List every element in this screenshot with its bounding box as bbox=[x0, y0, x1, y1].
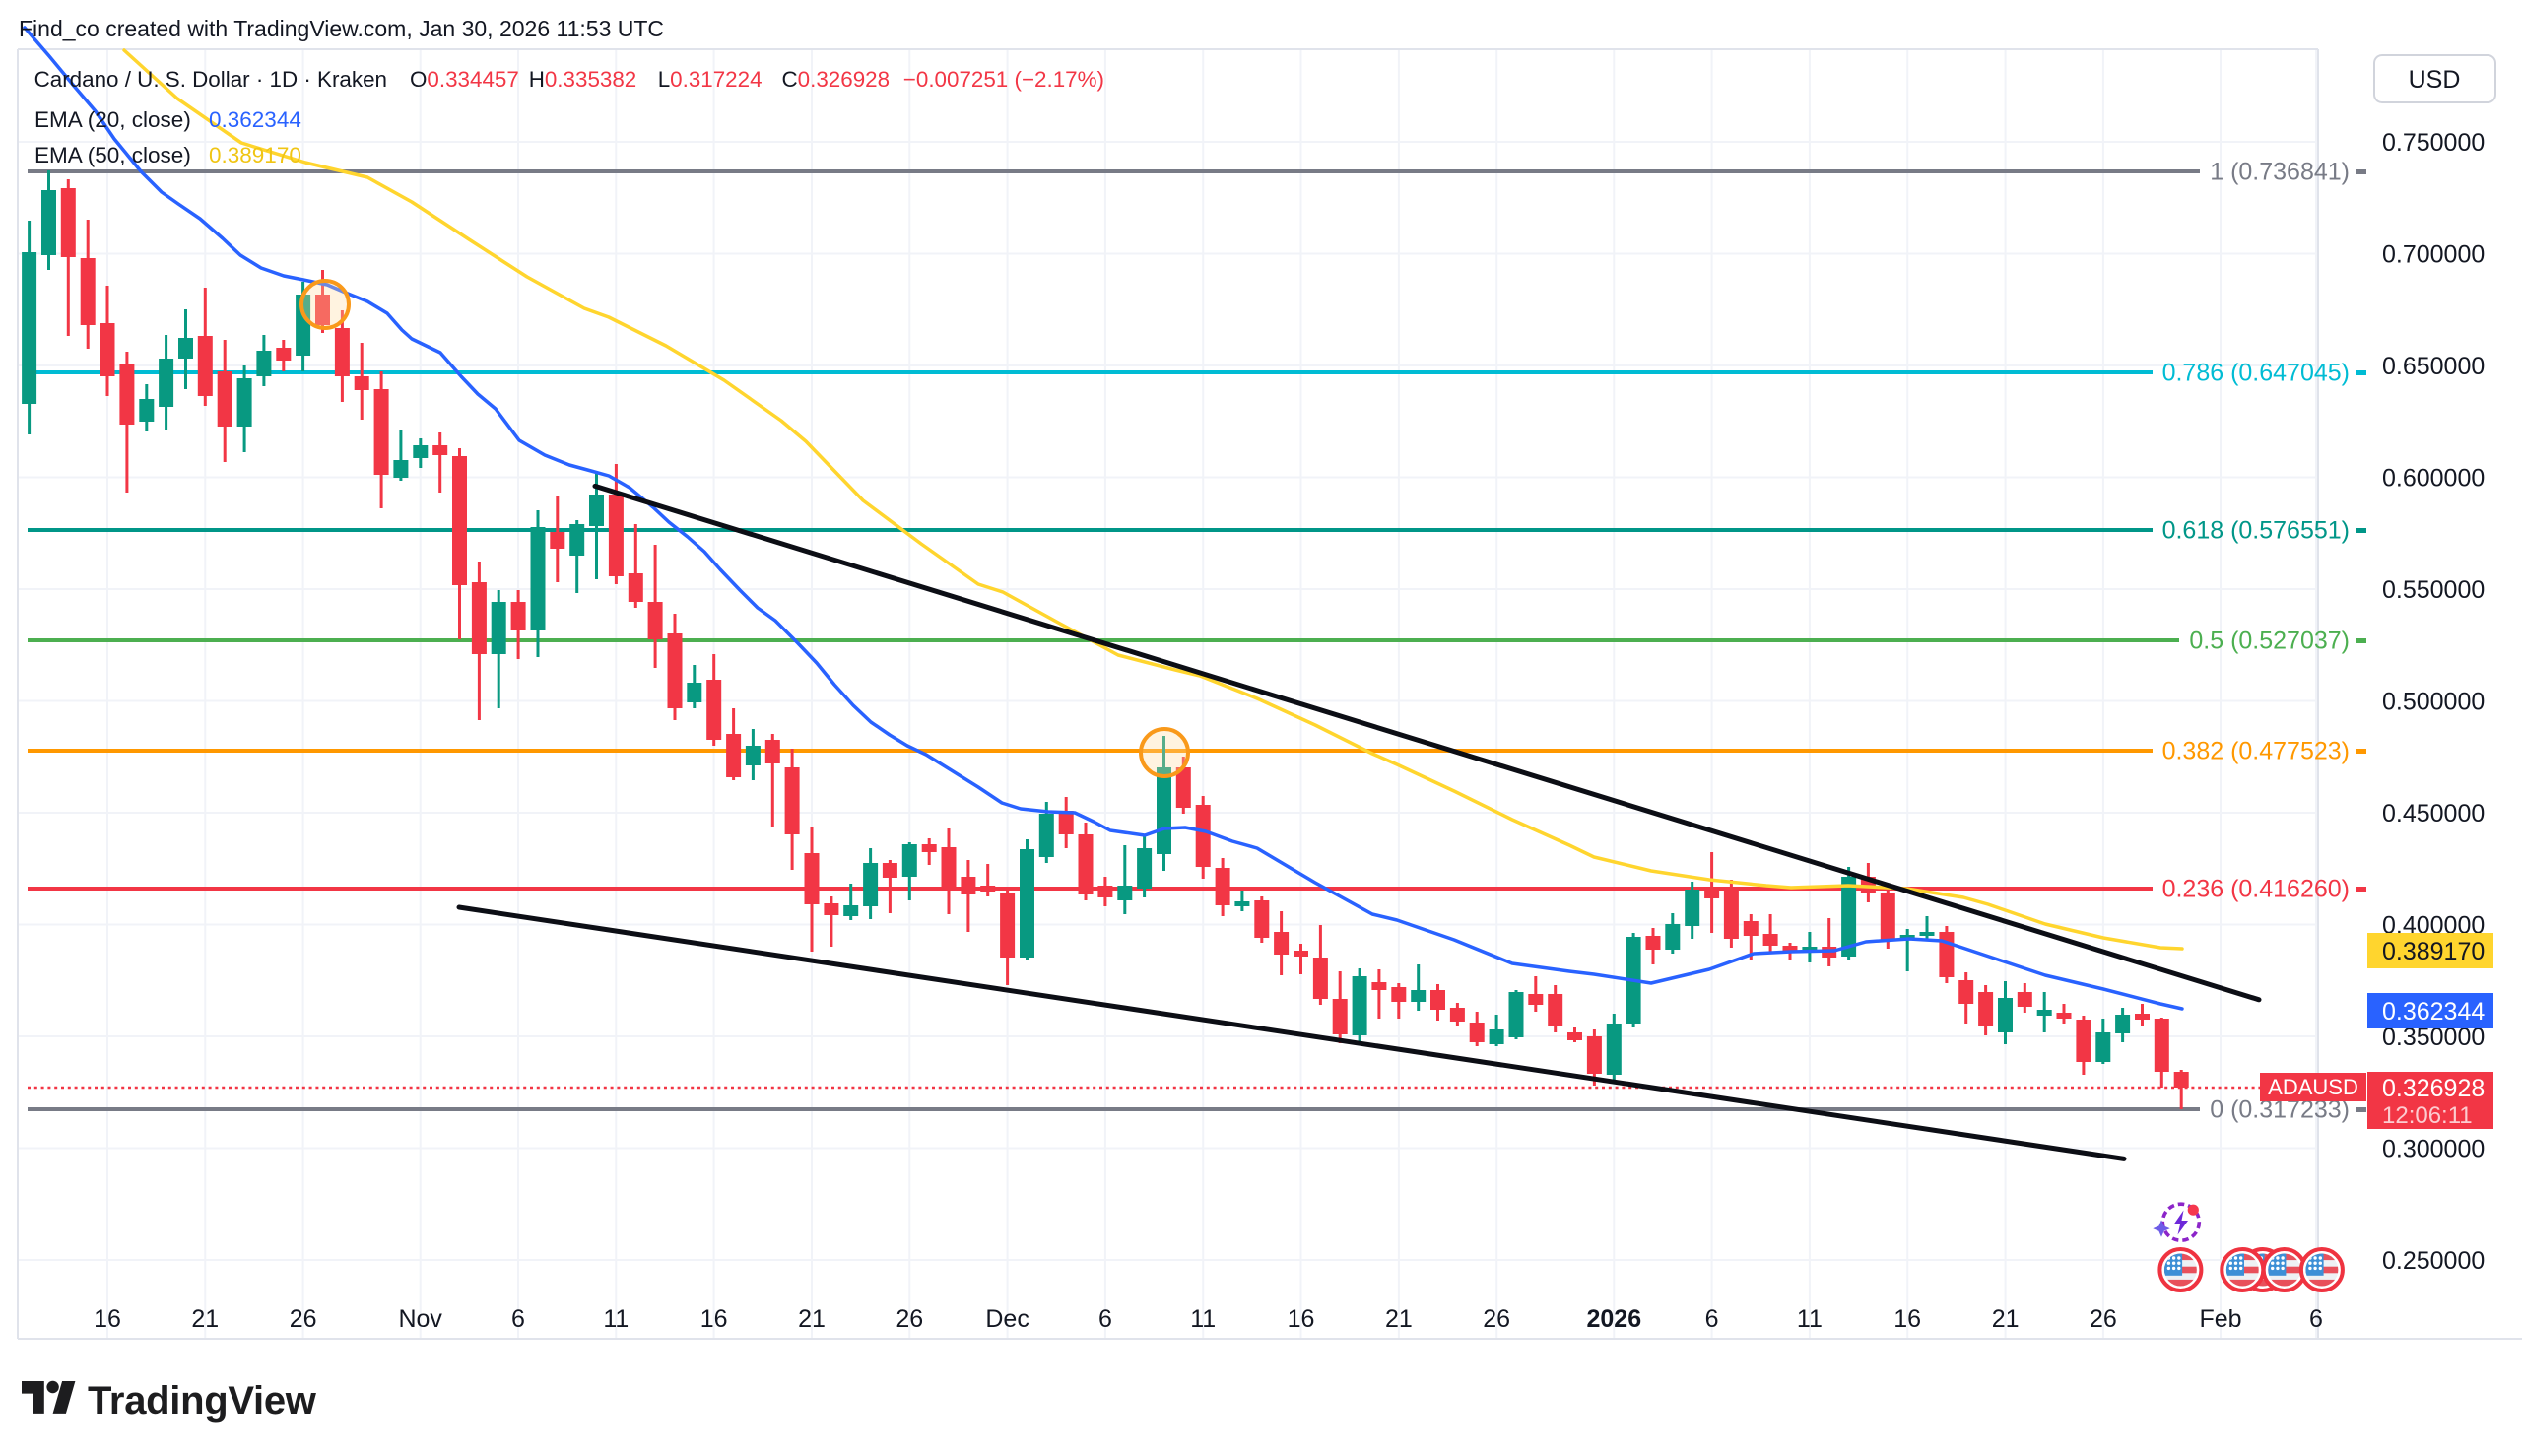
svg-text:16: 16 bbox=[1288, 1305, 1315, 1333]
svg-text:Feb: Feb bbox=[2199, 1305, 2241, 1333]
svg-text:26: 26 bbox=[896, 1305, 923, 1333]
svg-text:6: 6 bbox=[1705, 1305, 1719, 1333]
svg-text:0.550000: 0.550000 bbox=[2382, 576, 2485, 604]
svg-text:0.700000: 0.700000 bbox=[2382, 241, 2485, 269]
svg-text:0.450000: 0.450000 bbox=[2382, 800, 2485, 827]
svg-text:6: 6 bbox=[2309, 1305, 2323, 1333]
svg-text:USD: USD bbox=[2409, 66, 2461, 94]
svg-text:6: 6 bbox=[1098, 1305, 1112, 1333]
svg-text:16: 16 bbox=[1893, 1305, 1921, 1333]
svg-text:0.362344: 0.362344 bbox=[2382, 998, 2485, 1026]
svg-text:Nov: Nov bbox=[398, 1305, 442, 1333]
svg-text:2026: 2026 bbox=[1586, 1305, 1641, 1333]
svg-text:11: 11 bbox=[603, 1305, 629, 1333]
svg-text:0.600000: 0.600000 bbox=[2382, 465, 2485, 493]
svg-text:26: 26 bbox=[2090, 1305, 2117, 1333]
svg-text:0.326928: 0.326928 bbox=[2382, 1075, 2485, 1102]
svg-text:TradingView: TradingView bbox=[88, 1379, 317, 1423]
svg-text:Dec: Dec bbox=[985, 1305, 1029, 1333]
svg-text:11: 11 bbox=[1190, 1305, 1216, 1333]
svg-text:0.5 (0.527037): 0.5 (0.527037) bbox=[2189, 628, 2350, 655]
svg-text:0.618 (0.576551): 0.618 (0.576551) bbox=[2162, 517, 2350, 545]
svg-text:0.750000: 0.750000 bbox=[2382, 129, 2485, 157]
svg-text:0.786 (0.647045): 0.786 (0.647045) bbox=[2162, 360, 2350, 387]
svg-text:21: 21 bbox=[191, 1305, 219, 1333]
svg-text:0.236 (0.416260): 0.236 (0.416260) bbox=[2162, 876, 2350, 903]
svg-text:0.250000: 0.250000 bbox=[2382, 1247, 2485, 1275]
svg-text:EMA (20, close)0.362344: EMA (20, close) 0.362344 bbox=[34, 107, 301, 132]
svg-text:0.382 (0.477523): 0.382 (0.477523) bbox=[2162, 738, 2350, 765]
svg-text:12:06:11: 12:06:11 bbox=[2382, 1102, 2473, 1129]
svg-text:21: 21 bbox=[798, 1305, 826, 1333]
svg-text:1 (0.736841): 1 (0.736841) bbox=[2210, 159, 2350, 186]
svg-text:16: 16 bbox=[700, 1305, 728, 1333]
svg-text:11: 11 bbox=[1797, 1305, 1823, 1333]
svg-text:Find_co created with TradingVi: Find_co created with TradingView.com, Ja… bbox=[19, 16, 664, 41]
svg-text:EMA (50, close)0.389170: EMA (50, close) 0.389170 bbox=[34, 143, 301, 167]
svg-text:0.389170: 0.389170 bbox=[2382, 938, 2485, 965]
svg-text:0.650000: 0.650000 bbox=[2382, 353, 2485, 380]
svg-text:26: 26 bbox=[1483, 1305, 1510, 1333]
svg-text:0.300000: 0.300000 bbox=[2382, 1136, 2485, 1163]
svg-text:16: 16 bbox=[94, 1305, 121, 1333]
svg-text:6: 6 bbox=[511, 1305, 525, 1333]
svg-text:Cardano / U. S. Dollar · 1D ·: Cardano / U. S. Dollar · 1D · Kraken O0.3… bbox=[34, 67, 1104, 92]
svg-text:ADAUSD: ADAUSD bbox=[2268, 1075, 2358, 1099]
svg-text:26: 26 bbox=[290, 1305, 317, 1333]
svg-text:0.500000: 0.500000 bbox=[2382, 689, 2485, 716]
svg-text:21: 21 bbox=[1992, 1305, 2020, 1333]
svg-text:21: 21 bbox=[1385, 1305, 1413, 1333]
